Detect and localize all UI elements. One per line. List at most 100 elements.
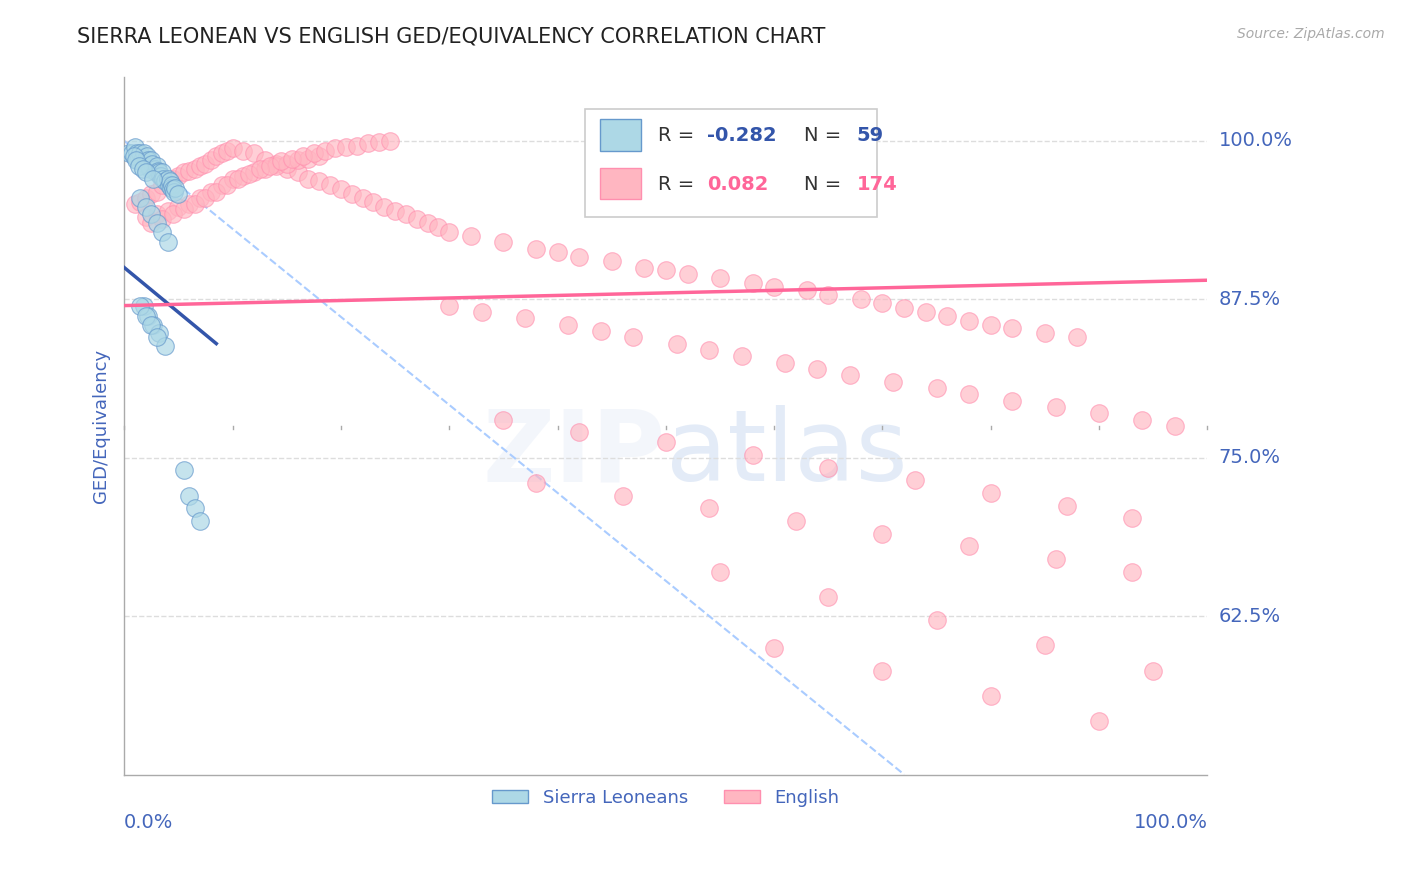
Point bbox=[173, 165, 195, 179]
Point bbox=[156, 174, 179, 188]
Point bbox=[221, 141, 243, 155]
Point bbox=[217, 178, 239, 193]
Point bbox=[314, 144, 336, 158]
Point bbox=[173, 202, 195, 217]
Point bbox=[162, 207, 184, 221]
Point bbox=[183, 161, 205, 176]
Point bbox=[183, 197, 205, 211]
Point bbox=[142, 171, 165, 186]
Point bbox=[156, 235, 179, 250]
Point bbox=[980, 689, 1002, 703]
Point bbox=[129, 191, 152, 205]
Point bbox=[709, 565, 731, 579]
Point bbox=[232, 169, 254, 184]
Point bbox=[741, 448, 763, 462]
Point bbox=[817, 590, 839, 604]
Point bbox=[676, 267, 699, 281]
Point bbox=[145, 185, 167, 199]
Point bbox=[796, 284, 818, 298]
Text: 87.5%: 87.5% bbox=[1219, 290, 1281, 309]
Point bbox=[287, 153, 309, 167]
Point bbox=[249, 161, 271, 176]
Point bbox=[1132, 412, 1154, 426]
Point bbox=[205, 185, 228, 199]
Point bbox=[200, 185, 222, 199]
Text: N =: N = bbox=[804, 126, 848, 145]
Point bbox=[141, 187, 163, 202]
Point bbox=[163, 185, 186, 199]
Point bbox=[416, 216, 439, 230]
Point bbox=[709, 270, 731, 285]
Point bbox=[325, 141, 347, 155]
Point bbox=[731, 349, 754, 363]
Text: 75.0%: 75.0% bbox=[1219, 448, 1281, 467]
Point bbox=[297, 152, 319, 166]
Point bbox=[150, 225, 173, 239]
Point bbox=[373, 200, 395, 214]
Point bbox=[319, 178, 342, 193]
Point bbox=[141, 153, 163, 167]
Point bbox=[655, 263, 678, 277]
Point bbox=[124, 197, 146, 211]
Point bbox=[297, 171, 319, 186]
Point bbox=[1088, 714, 1111, 729]
Point bbox=[697, 501, 720, 516]
Point bbox=[655, 435, 678, 450]
Point bbox=[127, 146, 149, 161]
Point bbox=[904, 474, 927, 488]
Point bbox=[763, 279, 786, 293]
Point bbox=[146, 164, 169, 178]
Point bbox=[524, 475, 547, 490]
Point bbox=[117, 146, 139, 161]
Point bbox=[221, 171, 243, 186]
Point bbox=[155, 174, 177, 188]
Point bbox=[308, 149, 330, 163]
Text: SIERRA LEONEAN VS ENGLISH GED/EQUIVALENCY CORRELATION CHART: SIERRA LEONEAN VS ENGLISH GED/EQUIVALENC… bbox=[77, 27, 825, 46]
Point bbox=[167, 187, 190, 202]
Point bbox=[122, 149, 145, 163]
Point bbox=[352, 191, 374, 205]
Point bbox=[142, 318, 165, 332]
Y-axis label: GED/Equivalency: GED/Equivalency bbox=[93, 349, 110, 503]
Point bbox=[179, 197, 201, 211]
Point bbox=[957, 540, 980, 554]
Point bbox=[165, 180, 187, 194]
Point bbox=[612, 489, 634, 503]
Point bbox=[159, 174, 181, 188]
Point bbox=[254, 153, 277, 167]
Point bbox=[129, 299, 152, 313]
Point bbox=[125, 153, 148, 167]
Point bbox=[131, 161, 153, 176]
Point bbox=[492, 235, 515, 250]
Point bbox=[335, 140, 357, 154]
Point bbox=[205, 149, 228, 163]
Point bbox=[633, 260, 655, 275]
Point bbox=[135, 191, 157, 205]
Point bbox=[188, 191, 211, 205]
Point bbox=[145, 165, 167, 179]
Text: ZIP: ZIP bbox=[484, 405, 666, 502]
Point bbox=[1001, 393, 1024, 408]
Point bbox=[162, 171, 184, 186]
Point bbox=[914, 305, 936, 319]
Point bbox=[346, 139, 368, 153]
Point bbox=[1142, 664, 1164, 678]
Text: 174: 174 bbox=[856, 175, 897, 194]
Point bbox=[357, 136, 380, 151]
Point bbox=[308, 174, 330, 188]
Point bbox=[281, 152, 304, 166]
Point bbox=[173, 463, 195, 477]
Point bbox=[329, 182, 352, 196]
Point bbox=[363, 194, 385, 209]
Point bbox=[135, 200, 157, 214]
Point bbox=[145, 207, 167, 221]
Legend: Sierra Leoneans, English: Sierra Leoneans, English bbox=[485, 781, 846, 814]
Point bbox=[367, 135, 389, 149]
Point bbox=[1056, 499, 1078, 513]
Point bbox=[194, 156, 217, 170]
Point bbox=[145, 216, 167, 230]
Point bbox=[156, 203, 179, 218]
Point bbox=[150, 169, 173, 184]
Point bbox=[139, 161, 162, 176]
Point bbox=[162, 182, 184, 196]
